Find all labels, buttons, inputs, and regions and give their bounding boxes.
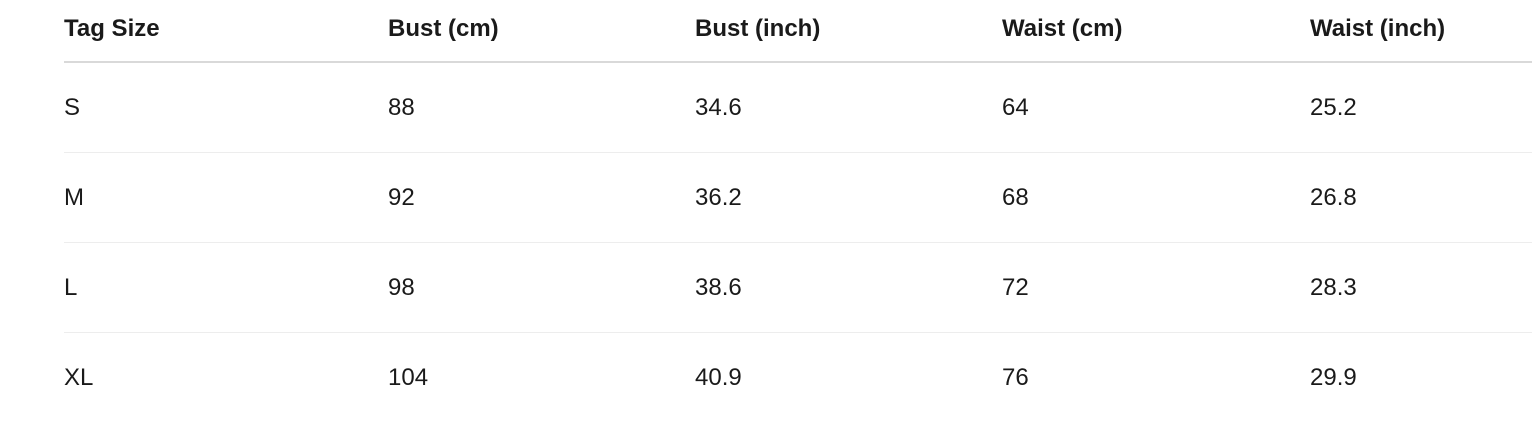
- cell: 98: [388, 242, 695, 333]
- cell: 64: [1002, 62, 1310, 153]
- header-waist-cm: Waist (cm): [1002, 0, 1310, 63]
- cell: 68: [1002, 152, 1310, 243]
- cell: 34.6: [695, 62, 1002, 153]
- table-row: M 92 36.2 68 26.8: [64, 152, 1532, 243]
- header-waist-inch: Waist (inch): [1310, 0, 1532, 63]
- table-row: S 88 34.6 64 25.2: [64, 62, 1532, 153]
- cell: 104: [388, 363, 429, 391]
- cell: 25.2: [1310, 62, 1532, 153]
- cell: 38.6: [695, 242, 1002, 333]
- cell: 88: [388, 62, 695, 153]
- cell: 76: [1002, 363, 1029, 391]
- cell: 40.9: [695, 363, 742, 391]
- cell: XL: [64, 363, 94, 391]
- header-bust-cm: Bust (cm): [388, 0, 695, 63]
- cell: 36.2: [695, 152, 1002, 243]
- header-row: Tag Size Bust (cm) Bust (inch) Waist (cm…: [64, 0, 1532, 63]
- cell: 29.9: [1310, 363, 1357, 391]
- cell: 26.8: [1310, 152, 1532, 243]
- header-bust-inch: Bust (inch): [695, 0, 1002, 63]
- cell: S: [64, 62, 388, 153]
- cell: 72: [1002, 242, 1310, 333]
- size-chart-table: Tag Size Bust (cm) Bust (inch) Waist (cm…: [64, 0, 1532, 422]
- cell: M: [64, 152, 388, 243]
- cell: 28.3: [1310, 242, 1532, 333]
- cell: 92: [388, 152, 695, 243]
- table-row: L 98 38.6 72 28.3: [64, 242, 1532, 333]
- table-row: XL 104 40.9 76 29.9: [64, 333, 1532, 423]
- header-tag-size: Tag Size: [64, 0, 388, 63]
- cell: L: [64, 242, 388, 333]
